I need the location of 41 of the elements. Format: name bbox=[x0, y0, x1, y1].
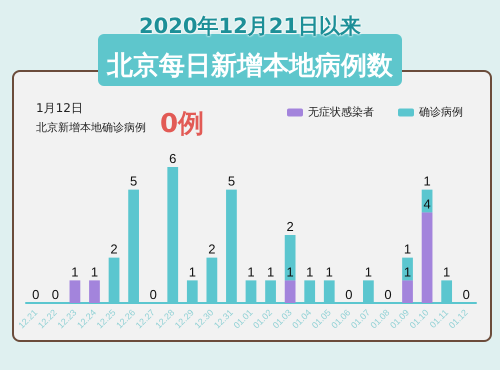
bar bbox=[402, 280, 413, 303]
text: 北京新增本地确诊病例 bbox=[36, 120, 146, 135]
data-label: 1 bbox=[266, 264, 274, 280]
text: 0例 bbox=[160, 108, 204, 141]
data-label: 0 bbox=[52, 287, 59, 302]
legend-label: 确诊病例 bbox=[418, 106, 463, 118]
bar bbox=[89, 280, 100, 303]
data-label: 1 bbox=[90, 264, 98, 280]
bar bbox=[422, 190, 432, 212]
data-label: 1 bbox=[443, 264, 450, 280]
bar bbox=[284, 235, 296, 280]
data-label: 1 bbox=[247, 264, 255, 280]
data-label: 0 bbox=[462, 287, 470, 302]
bar bbox=[70, 280, 80, 303]
data-label: 1 bbox=[188, 264, 196, 280]
data-label: 0 bbox=[32, 287, 40, 302]
data-label: 0 bbox=[150, 287, 157, 302]
data-label: 4 bbox=[423, 196, 431, 212]
data-label: 2 bbox=[286, 219, 294, 234]
bar bbox=[402, 258, 413, 280]
data-label: 1 bbox=[364, 264, 372, 280]
bar bbox=[284, 280, 296, 303]
data-label: 2 bbox=[208, 242, 216, 257]
data-label: 1 bbox=[71, 264, 79, 280]
data-label: 5 bbox=[130, 174, 138, 189]
data-label: 5 bbox=[228, 174, 236, 189]
legend-label: 无症状感染者 bbox=[308, 106, 374, 118]
text: 1月12日 bbox=[36, 100, 83, 117]
data-label: 1 bbox=[306, 264, 314, 280]
data-label: 0 bbox=[345, 287, 352, 302]
data-label: 1 bbox=[326, 264, 333, 280]
chart-title: 北京每日新增本地病例数 bbox=[106, 50, 394, 83]
data-label: 1 bbox=[423, 174, 431, 189]
data-label: 6 bbox=[169, 151, 176, 166]
data-label: 1 bbox=[404, 242, 412, 257]
data-label: 0 bbox=[384, 287, 392, 302]
bar bbox=[422, 212, 432, 303]
chart-subtitle: 2020年12月21日以来 bbox=[138, 13, 362, 40]
data-label: 1 bbox=[404, 264, 412, 280]
data-label: 1 bbox=[286, 264, 294, 280]
data-label: 2 bbox=[110, 242, 118, 257]
